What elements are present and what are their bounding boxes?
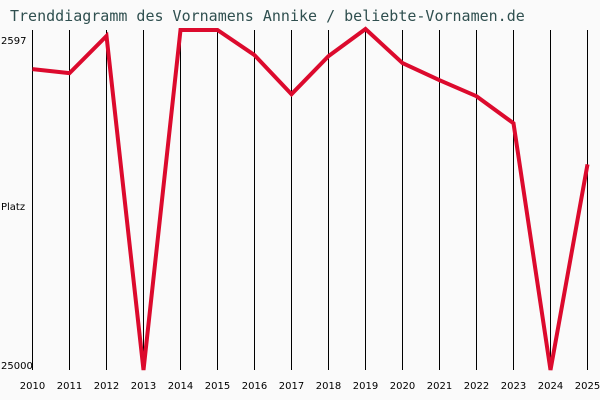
x-label-2021: 2021 [426,381,453,392]
x-label-2013: 2013 [130,381,157,392]
x-label-2025: 2025 [574,381,600,392]
x-label-2024: 2024 [537,381,564,392]
x-label-2023: 2023 [500,381,527,392]
x-label-2016: 2016 [241,381,268,392]
year-gridlines [32,30,588,370]
chart-title: Trenddiagramm des Vornamens Annike / bel… [10,7,525,25]
x-label-2014: 2014 [167,381,194,392]
x-label-2010: 2010 [19,381,46,392]
x-label-2015: 2015 [204,381,231,392]
x-label-2011: 2011 [56,381,83,392]
y-axis-title: Platz [1,202,26,213]
x-label-2022: 2022 [463,381,490,392]
rank-trend-line [32,26,590,371]
x-label-2020: 2020 [389,381,416,392]
x-label-2012: 2012 [93,381,120,392]
x-label-2017: 2017 [278,381,305,392]
x-label-2019: 2019 [352,381,379,392]
y-axis-top-label: 2597 [1,36,27,47]
y-axis-bottom-label: 25000 [1,361,33,372]
x-label-2018: 2018 [315,381,342,392]
